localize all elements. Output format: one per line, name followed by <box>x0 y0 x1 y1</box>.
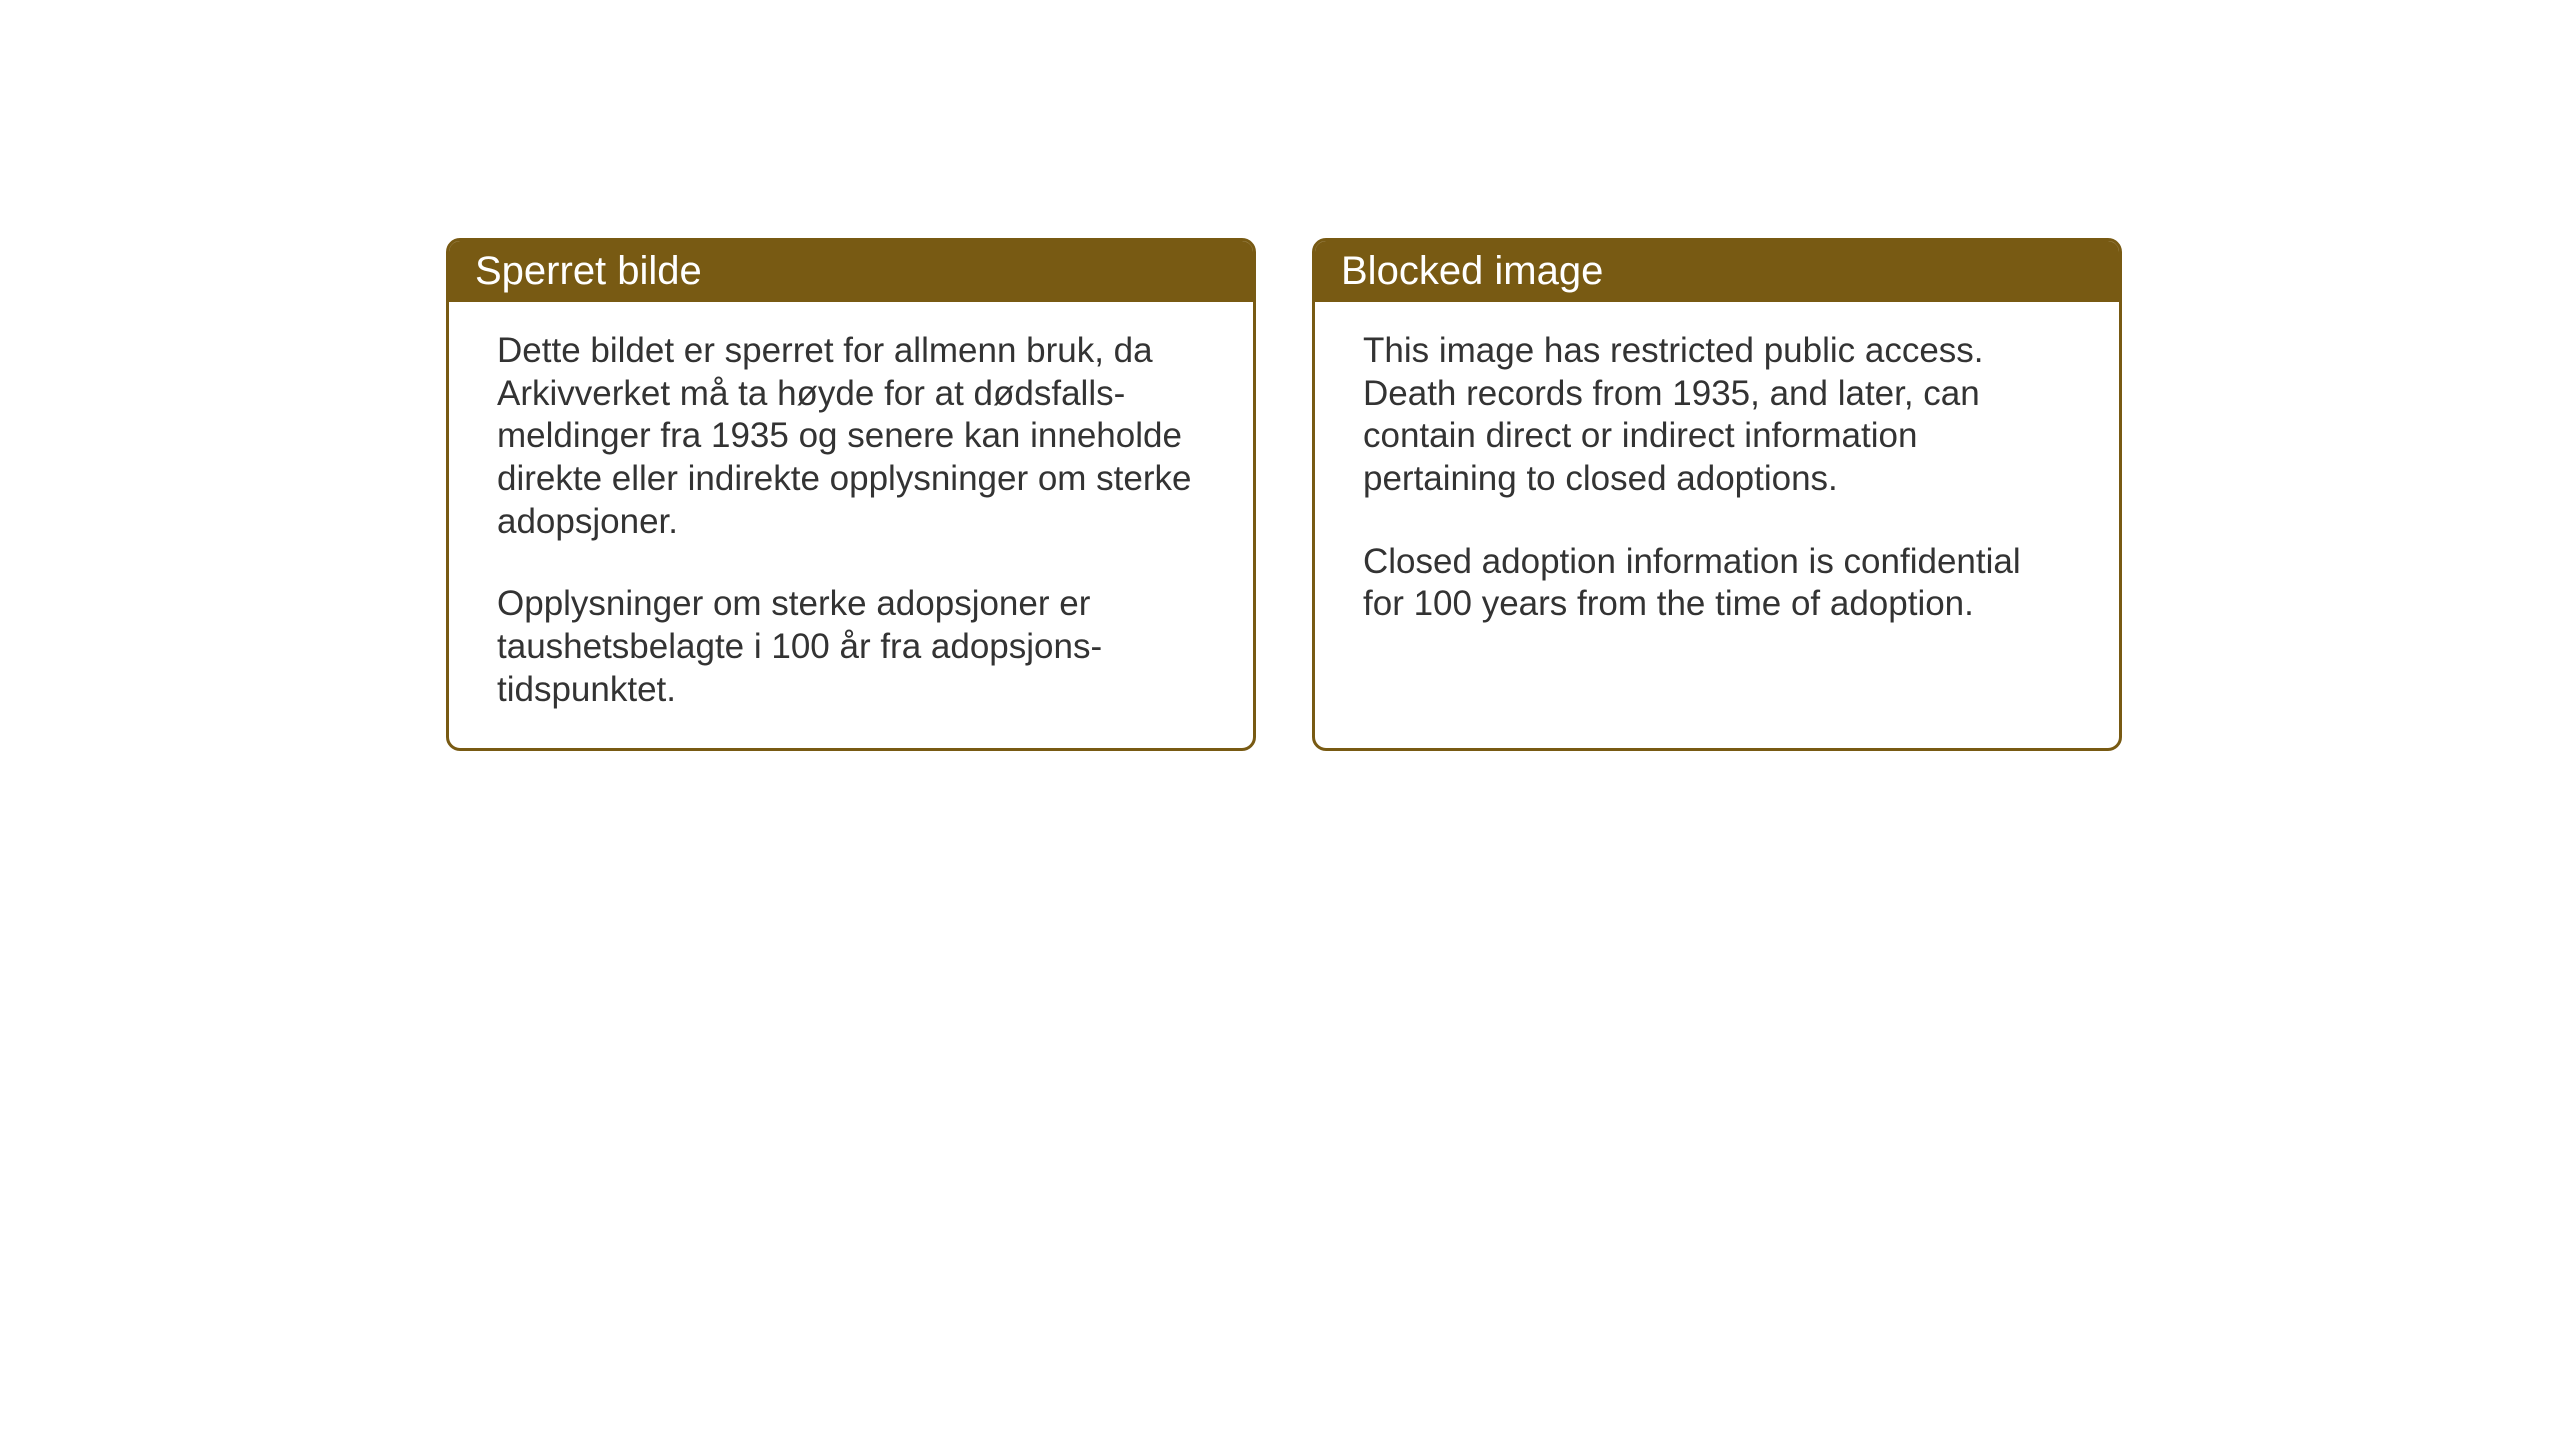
card-title: Blocked image <box>1341 249 1603 293</box>
card-body: Dette bildet er sperret for allmenn bruk… <box>449 302 1253 748</box>
notice-card-english: Blocked image This image has restricted … <box>1312 238 2122 751</box>
card-header: Blocked image <box>1315 241 2119 302</box>
notice-container: Sperret bilde Dette bildet er sperret fo… <box>446 238 2122 751</box>
notice-card-norwegian: Sperret bilde Dette bildet er sperret fo… <box>446 238 1256 751</box>
card-title: Sperret bilde <box>475 249 702 293</box>
notice-paragraph: Closed adoption information is confident… <box>1363 541 2071 626</box>
card-header: Sperret bilde <box>449 241 1253 302</box>
notice-paragraph: This image has restricted public access.… <box>1363 330 2071 501</box>
notice-paragraph: Opplysninger om sterke adopsjoner er tau… <box>497 583 1205 711</box>
notice-paragraph: Dette bildet er sperret for allmenn bruk… <box>497 330 1205 543</box>
card-body: This image has restricted public access.… <box>1315 302 2119 662</box>
